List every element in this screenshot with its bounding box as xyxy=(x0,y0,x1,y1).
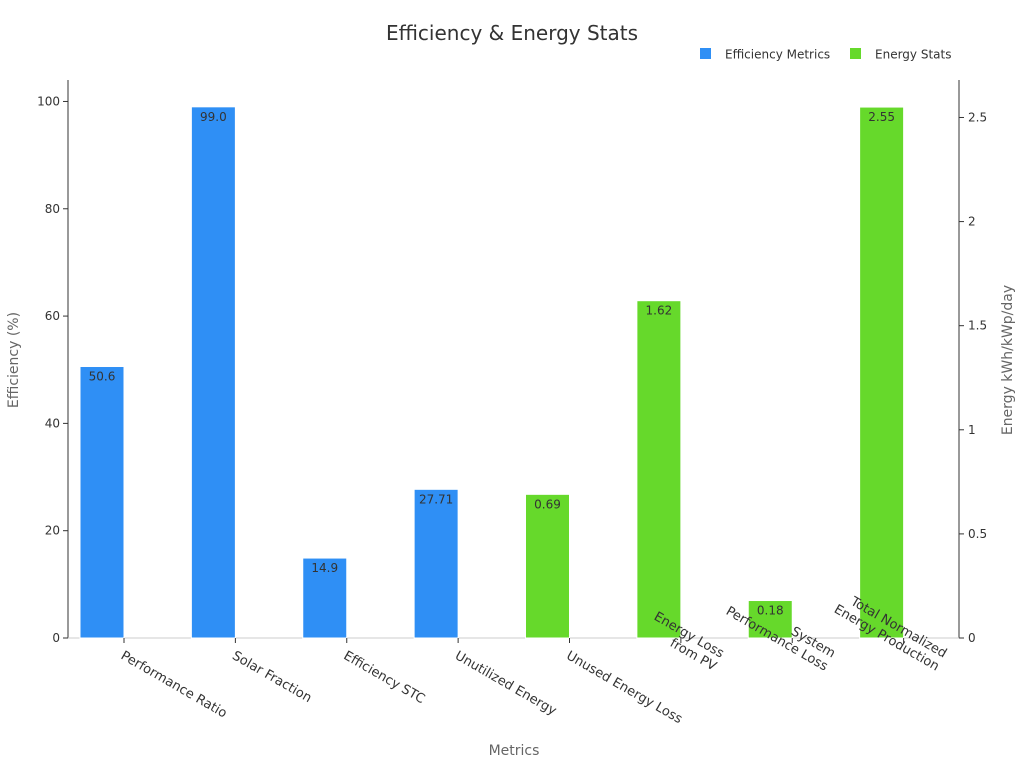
y-right-tick-label: 0.5 xyxy=(968,527,987,541)
bar-efficiency xyxy=(302,557,348,639)
y-left-tick-label: 100 xyxy=(37,94,60,108)
x-axis-title: Metrics xyxy=(489,743,540,759)
legend-swatch xyxy=(700,48,711,59)
bar-efficiency xyxy=(79,366,125,639)
bar-value-label: 99.0 xyxy=(200,110,227,124)
x-category-label: Energy Lossfrom PV xyxy=(644,609,727,674)
x-category-label: Efficiency STC xyxy=(341,648,428,707)
bars xyxy=(79,106,905,639)
bar-value-label: 1.62 xyxy=(646,304,673,318)
bar-efficiency xyxy=(190,106,236,639)
y-left-tick-label: 80 xyxy=(45,202,60,216)
x-category-label: Performance Ratio xyxy=(118,648,229,721)
bar-labels: 50.6 99.0 14.9 27.71 0.69 1.62 0.18 2.55 xyxy=(89,110,895,618)
x-category-label: Unused Energy Loss xyxy=(564,648,685,727)
chart-title: Efficiency & Energy Stats xyxy=(386,21,638,45)
bar-energy xyxy=(525,493,570,639)
x-category-label: Unutilized Energy xyxy=(452,648,559,718)
bar-energy xyxy=(859,106,905,639)
y-left-tick-label: 20 xyxy=(45,524,60,538)
y-left-tick-label: 60 xyxy=(45,309,60,323)
bar-value-label: 2.55 xyxy=(868,110,895,124)
y-right-tick-label: 1 xyxy=(968,423,976,437)
x-category-label: Solar Fraction xyxy=(229,648,314,706)
y-right-tick-label: 2 xyxy=(968,215,976,229)
bar-energy xyxy=(747,600,793,639)
bar-value-label: 14.9 xyxy=(311,561,338,575)
bar-efficiency xyxy=(413,488,459,639)
y-right-tick-label: 2.5 xyxy=(968,110,987,124)
legend: Efficiency Metrics Energy Stats xyxy=(700,48,951,62)
y-right-tick-label: 1.5 xyxy=(968,319,987,333)
y-axis-left-title: Efficiency (%) xyxy=(6,312,22,408)
bar-value-label: 0.69 xyxy=(534,497,561,511)
legend-swatch xyxy=(850,48,861,59)
bar-value-label: 27.71 xyxy=(419,492,453,506)
axes: 0 20 40 60 80 100 0 0.5 1 1.5 2 2.5 xyxy=(37,80,987,645)
bar-value-label: 0.18 xyxy=(757,604,784,618)
bar-energy xyxy=(636,300,682,639)
y-left-tick-label: 0 xyxy=(52,631,60,645)
legend-label: Efficiency Metrics xyxy=(725,48,830,62)
bar-value-label: 50.6 xyxy=(89,370,116,384)
y-right-tick-label: 0 xyxy=(968,631,976,645)
legend-label: Energy Stats xyxy=(875,48,951,62)
y-axis-right-title: Energy kWh/kWp/day xyxy=(1000,285,1016,435)
y-left-tick-label: 40 xyxy=(45,416,60,430)
